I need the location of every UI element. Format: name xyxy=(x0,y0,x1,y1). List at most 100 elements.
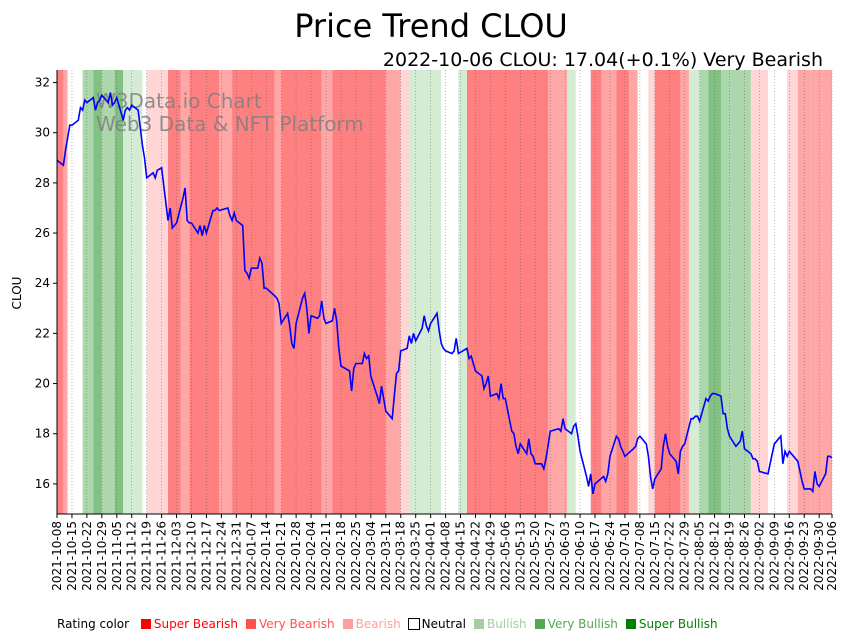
rating-band-24 xyxy=(466,70,549,514)
legend-item-1: Very Bearish xyxy=(245,617,335,631)
rating-band-28 xyxy=(590,70,602,514)
x-tick-label-8: 2021-12-03 xyxy=(170,521,184,591)
legend-item-label: Bearish xyxy=(355,617,401,631)
legend-swatch xyxy=(407,618,420,630)
x-tick-label-37: 2022-06-24 xyxy=(603,521,617,591)
rating-band-32 xyxy=(637,70,649,514)
x-tick-label-41: 2022-07-22 xyxy=(663,521,677,591)
legend-item-label: Bullish xyxy=(486,617,527,631)
x-tick-label-2: 2021-10-22 xyxy=(80,521,94,591)
x-tick-label-6: 2021-11-19 xyxy=(140,521,154,591)
y-axis-label: CLOU xyxy=(10,277,24,310)
legend-item-4: Bullish xyxy=(473,617,527,631)
legend-swatch xyxy=(534,619,545,629)
legend-item-label: Super Bullish xyxy=(638,617,718,631)
x-tick-label-42: 2022-07-29 xyxy=(678,521,692,591)
x-tick-label-32: 2022-05-20 xyxy=(528,521,542,591)
legend-item-3: Neutral xyxy=(407,617,466,631)
x-tick-label-13: 2022-01-07 xyxy=(244,521,258,591)
legend-swatch xyxy=(245,619,256,629)
rating-band-14 xyxy=(232,70,275,514)
rating-band-36 xyxy=(688,70,700,514)
x-tick-label-46: 2022-08-26 xyxy=(738,521,752,591)
rating-band-9 xyxy=(146,70,169,514)
x-tick-label-38: 2022-07-01 xyxy=(618,521,632,591)
rating-band-19 xyxy=(385,70,401,514)
y-tick-label-22: 22 xyxy=(35,326,50,340)
rating-band-30 xyxy=(616,70,630,514)
y-tick-label-26: 26 xyxy=(35,226,50,240)
x-tick-label-4: 2021-11-05 xyxy=(110,521,124,591)
rating-band-34 xyxy=(654,70,681,514)
rating-band-6 xyxy=(114,70,124,514)
x-tick-label-7: 2021-11-26 xyxy=(155,521,169,591)
x-tick-label-31: 2022-05-13 xyxy=(513,521,527,591)
axes xyxy=(56,70,832,515)
x-tick-label-11: 2021-12-24 xyxy=(214,521,228,591)
x-tick-label-27: 2022-04-15 xyxy=(454,521,468,591)
rating-band-20 xyxy=(400,70,410,514)
x-tick-label-18: 2022-02-11 xyxy=(319,521,333,591)
x-tick-label-40: 2022-07-15 xyxy=(648,521,662,591)
rating-band-33 xyxy=(648,70,655,514)
rating-band-15 xyxy=(274,70,282,514)
x-tick-label-52: 2022-10-06 xyxy=(825,521,839,591)
rating-band-16 xyxy=(281,70,322,514)
x-tick-label-3: 2021-10-29 xyxy=(95,521,109,591)
legend-item-6: Super Bullish xyxy=(625,617,718,631)
y-tick-label-18: 18 xyxy=(35,427,50,441)
y-tick-label-32: 32 xyxy=(35,76,50,90)
x-tick-label-51: 2022-09-30 xyxy=(812,521,826,591)
rating-band-42 xyxy=(787,70,798,514)
x-tick-label-10: 2021-12-17 xyxy=(199,521,213,591)
legend-item-5: Very Bullish xyxy=(534,617,618,631)
rating-band-12 xyxy=(189,70,220,514)
x-tick-label-30: 2022-05-06 xyxy=(498,521,512,591)
x-tick-label-49: 2022-09-16 xyxy=(782,521,796,591)
rating-band-1 xyxy=(63,70,68,514)
x-tick-label-48: 2022-09-09 xyxy=(767,521,781,591)
x-tick-label-50: 2022-09-23 xyxy=(797,521,811,591)
rating-band-2 xyxy=(67,70,83,514)
x-tick-label-25: 2022-04-01 xyxy=(424,521,438,591)
x-tick-label-0: 2021-10-08 xyxy=(50,521,64,591)
rating-band-22 xyxy=(441,70,459,514)
x-axis-ticks: 2021-10-08 2021-10-15 2021-10-22 2021-10-29… xyxy=(50,514,839,591)
x-tick-label-43: 2022-08-05 xyxy=(693,521,707,591)
rating-band-41 xyxy=(767,70,788,514)
rating-band-7 xyxy=(123,70,143,514)
x-tick-label-39: 2022-07-08 xyxy=(633,521,647,591)
rating-band-21 xyxy=(409,70,442,514)
rating-band-3 xyxy=(82,70,94,514)
rating-band-27 xyxy=(575,70,591,514)
y-tick-label-20: 20 xyxy=(35,377,50,391)
y-tick-label-28: 28 xyxy=(35,176,50,190)
legend-item-0: Super Bearish xyxy=(140,617,238,631)
x-tick-label-29: 2022-04-29 xyxy=(483,521,497,591)
x-tick-label-17: 2022-02-04 xyxy=(304,521,318,591)
rating-band-25 xyxy=(548,70,568,514)
rating-bands xyxy=(57,70,832,514)
x-tick-label-1: 2021-10-15 xyxy=(65,521,79,591)
price-line xyxy=(56,92,833,495)
rating-band-5 xyxy=(101,70,115,514)
rating-band-31 xyxy=(629,70,638,514)
rating-band-4 xyxy=(93,70,102,514)
x-tick-label-9: 2021-12-10 xyxy=(185,521,199,591)
rating-band-44 xyxy=(810,70,832,514)
legend-item-label: Neutral xyxy=(421,617,466,631)
rating-band-0 xyxy=(57,70,64,514)
x-tick-label-19: 2022-02-18 xyxy=(334,521,348,591)
legend-swatch xyxy=(140,619,151,629)
y-tick-label-30: 30 xyxy=(35,126,50,140)
x-tick-label-36: 2022-06-17 xyxy=(588,521,602,591)
y-axis-ticks: 16 18 20 22 24 26 28 30 32 xyxy=(35,76,57,491)
x-tick-label-21: 2022-03-04 xyxy=(364,521,378,591)
watermark-line-1: Web3 Data & NFT Platform xyxy=(96,112,364,136)
x-tick-label-35: 2022-06-10 xyxy=(573,521,587,591)
x-tick-label-22: 2022-03-11 xyxy=(379,521,393,591)
x-tick-label-28: 2022-04-22 xyxy=(469,521,483,591)
rating-band-17 xyxy=(321,70,333,514)
chart-subtitle: 2022-10-06 CLOU: 17.04(+0.1%) Very Beari… xyxy=(383,49,823,71)
